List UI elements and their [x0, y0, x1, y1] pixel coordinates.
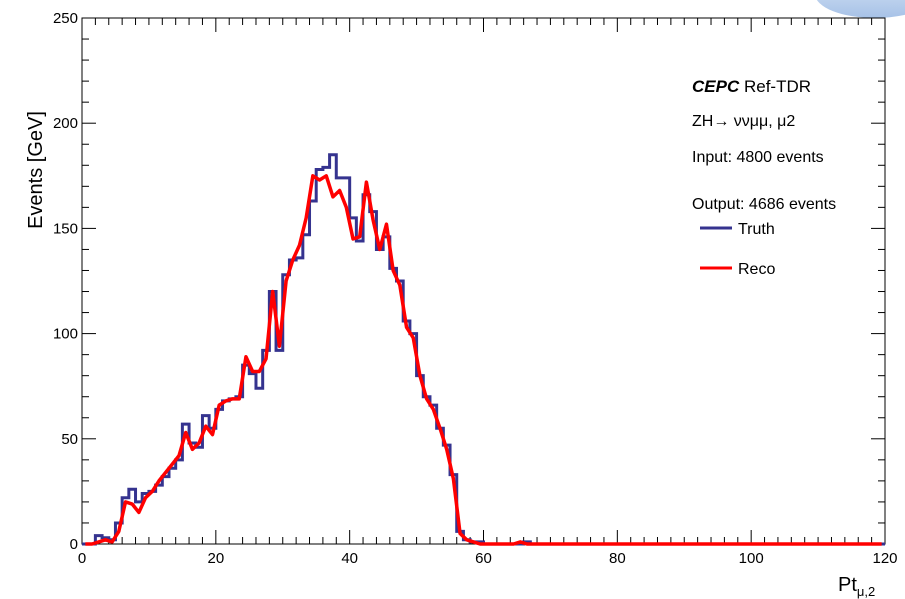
experiment-label-bold: CEPC [692, 77, 740, 96]
series-truth [82, 153, 885, 546]
x-tick-label: 120 [872, 550, 897, 567]
x-tick-label: 20 [207, 550, 224, 567]
x-tick-label: 0 [78, 550, 86, 567]
input-events-label: Input: 4800 events [692, 149, 824, 166]
y-tick-label: 250 [53, 10, 78, 27]
legend-label-reco: Reco [738, 261, 775, 278]
y-tick-label: 200 [53, 115, 78, 132]
x-tick-label: 100 [739, 550, 764, 567]
x-tick-label: 80 [609, 550, 626, 567]
plot-border [81, 17, 886, 545]
experiment-label: CEPC Ref-TDR [692, 77, 811, 96]
process-label: ZH→ ννμμ, μ2 [692, 113, 795, 130]
x-axis-label-main: Pt [838, 574, 857, 596]
y-axis-label: Events [GeV] [25, 111, 47, 229]
x-axis-label: Ptμ,2 [838, 574, 875, 599]
plot-frame [81, 17, 886, 545]
output-events-label: Output: 4686 events [692, 196, 836, 213]
series-layer [82, 153, 885, 546]
legend-label-truth: Truth [738, 221, 775, 238]
tick-labels: 0 20 40 60 80 100 120 0 50 100 150 200 250 [53, 10, 898, 567]
axis-ticks [81, 17, 886, 545]
y-tick-label: 100 [53, 326, 78, 343]
y-tick-label: 0 [70, 536, 78, 553]
x-tick-label: 60 [475, 550, 492, 567]
x-axis-label-subscript: μ,2 [857, 584, 875, 599]
series-reco [85, 174, 882, 546]
legend: Truth Reco [700, 221, 775, 278]
experiment-label-rest: Ref-TDR [739, 77, 811, 96]
y-tick-label: 150 [53, 220, 78, 237]
x-tick-label: 40 [341, 550, 358, 567]
y-tick-label: 50 [61, 431, 78, 448]
